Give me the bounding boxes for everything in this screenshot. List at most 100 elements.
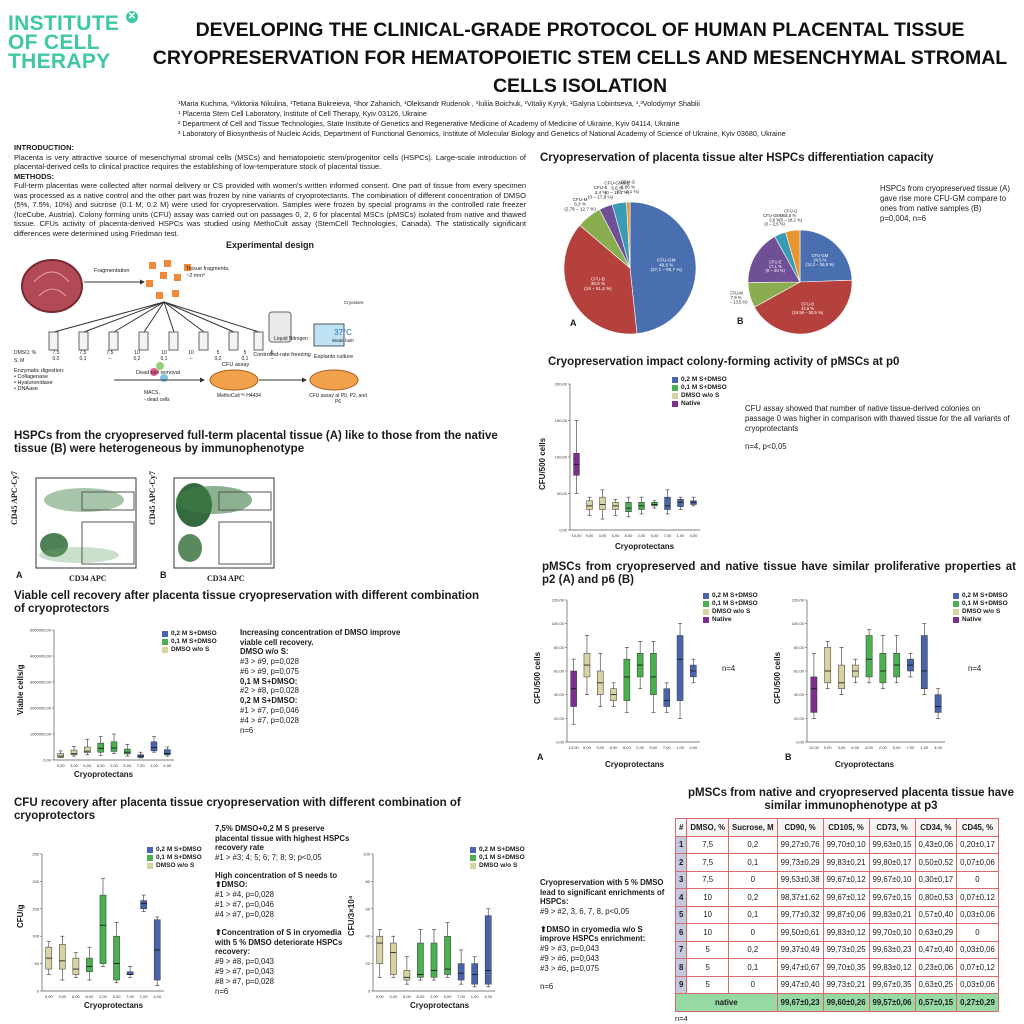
table-header-cell: CD90, %: [776, 818, 824, 837]
cfu-legend-s01-text: 0,1 M S+DMSO: [156, 854, 202, 861]
pie-label-line: 0,86 %: [621, 184, 635, 189]
note-line: Cryopreservation with 5 % DMSO lead to s…: [540, 878, 665, 907]
note-line: #1 > #3; 4; 5; 6; 7; 8; 9; p<0,05: [215, 852, 322, 862]
table-cell: 0,63±0,29: [914, 923, 958, 942]
table-row: 4 10 0,2 98,37±1,62 99,67±0,12 99,67±0,15 0,80…: [674, 888, 999, 907]
p0-legend-dmso-text: DMSO w/o S: [681, 392, 720, 399]
nitrogen-label: Liquid Nitrogen: [274, 336, 308, 342]
pie-label-line: 38,9 %: [591, 281, 605, 286]
table-cell: 99,83±0,21: [822, 853, 870, 872]
p2-legend-native-text: Native: [712, 616, 732, 623]
p0-legend-s02: 0,2 M S+DMSO: [672, 376, 727, 384]
tube-col: 10–: [179, 350, 203, 362]
legend-dmso: DMSO w/o S: [162, 646, 217, 654]
table-heading: pMSCs from native and cryopreserved plac…: [688, 787, 1014, 812]
pie-slice-cfu-gm: [799, 229, 853, 283]
box-s01: [86, 957, 93, 973]
x-tick-label: 7,00: [457, 994, 466, 999]
note-line: #9 > #6, p=0,043: [540, 953, 599, 963]
pie-label-line: 49,6 %: [659, 262, 673, 267]
p6-legend-s01: 0,1 M S+DMSO: [953, 600, 1008, 608]
table-cell: 0,43±0,06: [914, 835, 958, 854]
table-cell: 99,73±0,25: [822, 940, 870, 959]
note-line: n=6: [240, 725, 254, 735]
p2-legend-native: Native: [703, 616, 758, 624]
note-line: #1 > #7, p=0,046: [215, 899, 274, 909]
tube-s-value: 0,1: [79, 356, 87, 362]
cfu-legend-s02-swatch: [147, 847, 153, 853]
p0-note-n: n=4, p<0,05: [745, 442, 787, 451]
pie-heading: Cryopreservation of placenta tissue alte…: [540, 152, 934, 164]
p6-label: B: [785, 752, 792, 762]
x-tick-label: 4,00: [689, 745, 698, 750]
pie-slice-cfu-g: [626, 201, 631, 269]
pie-label-line: 42,6 %: [801, 306, 814, 311]
y-tick-label: 0,00: [796, 740, 805, 745]
flow-a-xlabel: CD34 APC: [69, 574, 107, 583]
affiliation-2: ² Department of Cell and Tissue Technolo…: [178, 119, 680, 128]
table-header-cell: CD45, %: [956, 818, 999, 837]
pie-b-label: B: [737, 316, 744, 326]
table-cell: 0: [728, 975, 778, 994]
pie-label-line: CFU-G: [621, 179, 636, 184]
x-tick-label: 5,00: [651, 533, 660, 538]
table-row: 9 5 0 99,47±0,40 99,73±0,21 99,67±0,35 0,63±0,…: [674, 975, 999, 994]
pie-label-line: CFU-GMME: [604, 180, 629, 185]
table-cell: 0,03±0,06: [956, 905, 999, 924]
x-tick-label: 4,00: [163, 763, 172, 768]
viable-ylabel: Viable cells/g: [16, 664, 25, 715]
logo-cross-icon: ✕: [126, 11, 138, 23]
table-row: 7 5 0,2 99,37±0,49 99,73±0,25 99,63±0,23 0,47±…: [674, 940, 999, 959]
cfu-3e4-chart: 0 20 40 60 80 100 9,00 3,00 6,00 8,00 2,00 5,00 7,00…: [345, 836, 535, 1016]
cfu3-legend-dmso-text: DMSO w/o S: [479, 862, 518, 869]
table-cell: 99,60±0,26: [822, 993, 870, 1012]
table-cell: 0,07±0,12: [956, 888, 999, 907]
cfu-dish: [209, 369, 259, 391]
note-line: #3 > #9, p=0,028: [240, 656, 299, 666]
water-bath-label: Water bath: [332, 338, 354, 343]
methods-heading: METHODS:: [14, 171, 54, 181]
x-tick-label: 9,00: [57, 763, 66, 768]
enzyme-3-text: DNAase: [17, 386, 38, 392]
y-tick-label: 80,00: [554, 645, 565, 650]
p2-legend-s02-swatch: [703, 593, 709, 599]
viable-legend: 0,2 M S+DMSO 0,1 M S+DMSO DMSO w/o S: [162, 630, 217, 654]
p6-legend-native-swatch: [953, 617, 959, 623]
pie-label-line: CFU-GM: [811, 253, 828, 258]
viable-svg: 0,00 1000000,00 2000000,00 3000000,00 400000…: [30, 628, 174, 768]
table-header-cell: CD105, %: [822, 818, 870, 837]
p0-svg: 0,00 50,00 100,00 150,00 200,00 10,00 9,00 3,00…: [555, 382, 700, 538]
table-cell: 9: [674, 975, 688, 994]
x-tick-label: 1,00: [676, 745, 685, 750]
flow-plot-b: [173, 477, 275, 569]
enzymatic-list: Enzymatic digestion: • Collagenase • Hya…: [14, 368, 64, 392]
methods-text: Full-term placentas were collected after…: [14, 181, 526, 238]
table-cell: 5: [674, 905, 688, 924]
pie-label: CFU-G 4,5 % (0 – 18,2 %): [779, 208, 802, 222]
freezing-label: Controlled-rate freezing: [253, 352, 311, 358]
y-tick-label: 0: [368, 989, 371, 994]
table-cell: 99,67±0,12: [822, 870, 870, 889]
note-line: ⬆Concentration of S in cryomedia with 5 …: [215, 927, 343, 957]
x-tick-label: 3,00: [70, 763, 79, 768]
table-cell: 99,83±0,21: [868, 905, 916, 924]
p6-legend-dmso: DMSO w/o S: [953, 608, 1008, 616]
x-tick-label: 1,00: [140, 994, 149, 999]
cfu-g-ylabel: CFU/g: [16, 904, 25, 928]
author-names: ¹Maria Kuchma, ¹Viktoriia Nikulina, ¹Tet…: [178, 99, 700, 108]
x-tick-label: 8,00: [625, 533, 634, 538]
table-cell: 99,70±0,10: [822, 835, 870, 854]
table-header-row: # DMSO, % Sucrose, M CD90, % CD105, % CD73, %…: [674, 818, 999, 837]
table-cell: 0,1: [728, 905, 778, 924]
note-line: #4 > #7, p=0,028: [215, 909, 274, 919]
cfu3-legend-s01-swatch: [470, 855, 476, 861]
flow-a-label: A: [16, 570, 23, 580]
fragments-size: ~2 mm³: [186, 273, 205, 279]
pie-label-line: CFU-M: [573, 197, 588, 202]
flow-b-xlabel: CD34 APC: [207, 574, 245, 583]
p0-legend-dmso-swatch: [672, 393, 678, 399]
y-tick-label: 200,00: [555, 382, 568, 387]
x-tick-label: 7,00: [663, 745, 672, 750]
macs-label: MACS,: [144, 390, 160, 396]
box-s02: [676, 635, 684, 701]
